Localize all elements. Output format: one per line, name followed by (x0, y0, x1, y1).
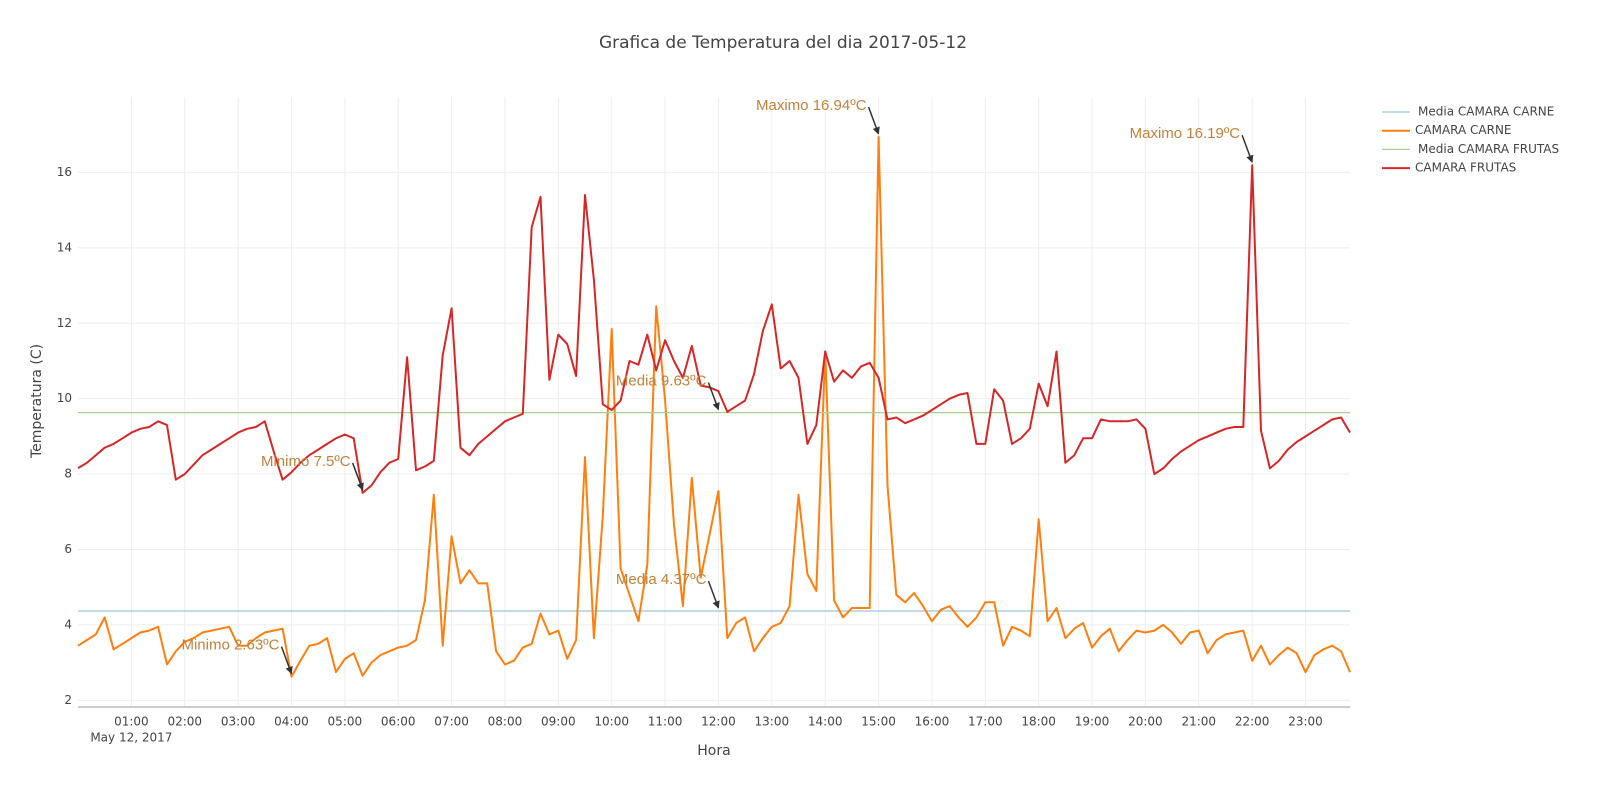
legend-label: Media CAMARA FRUTAS (1418, 142, 1559, 156)
x-tick-label: 22:00 (1235, 715, 1270, 729)
x-tick-label: 03:00 (221, 715, 256, 729)
x-tick-label: 23:00 (1288, 715, 1323, 729)
annotation-arrow (707, 580, 720, 609)
x-tick-label: 12:00 (701, 715, 736, 729)
y-tick-label: 8 (64, 467, 72, 481)
annotation-arrow (867, 106, 880, 135)
annotation-arrow (1241, 134, 1254, 163)
x-tick-label: 20:00 (1128, 715, 1163, 729)
data-line (77, 164, 1351, 494)
annotation-label: Minimo 2.63ºC (181, 637, 279, 654)
x-tick-label: 11:00 (648, 715, 683, 729)
x-tick-label: 14:00 (808, 715, 843, 729)
annotation-label: Maximo 16.19ºC (1130, 125, 1241, 142)
x-tick-label: 04:00 (274, 715, 309, 729)
annotation-arrow (707, 382, 720, 411)
x-tick-label: 05:00 (328, 715, 363, 729)
y-tick-label: 6 (64, 542, 72, 556)
annotation-label: Minimo 7.5ºC (261, 453, 351, 470)
annotation-arrow (280, 646, 293, 675)
y-axis-title: Temperatura (C) (29, 344, 45, 459)
annotation-label: Media 9.63ºC (616, 373, 707, 390)
x-axis-title: Hora (697, 743, 730, 759)
x-tick-label: 19:00 (1075, 715, 1110, 729)
x-tick-label: 09:00 (541, 715, 576, 729)
chart-title: Grafica de Temperatura del dia 2017-05-1… (599, 33, 967, 53)
x-tick-label: 16:00 (915, 715, 950, 729)
y-tick-label: 2 (64, 693, 72, 707)
x-tick-label: 08:00 (488, 715, 523, 729)
x-date-label: May 12, 2017 (90, 731, 172, 745)
legend-label: CAMARA CARNE (1415, 123, 1512, 137)
x-tick-label: 01:00 (114, 715, 149, 729)
annotation-arrow (351, 462, 364, 491)
x-tick-label: 02:00 (167, 715, 202, 729)
y-tick-label: 10 (57, 391, 72, 405)
x-tick-label: 10:00 (594, 715, 629, 729)
x-tick-label: 06:00 (381, 715, 416, 729)
x-tick-label: 18:00 (1021, 715, 1056, 729)
x-tick-label: 07:00 (434, 715, 469, 729)
x-tick-label: 15:00 (861, 715, 896, 729)
annotation-label: Media 4.37ºC (616, 571, 707, 588)
y-tick-label: 14 (57, 240, 72, 254)
x-tick-label: 13:00 (755, 715, 790, 729)
legend-label: Media CAMARA CARNE (1418, 105, 1554, 119)
x-tick-label: 21:00 (1181, 715, 1216, 729)
y-tick-label: 12 (57, 316, 72, 330)
legend-label: CAMARA FRUTAS (1415, 161, 1516, 175)
x-tick-label: 17:00 (968, 715, 1003, 729)
y-tick-label: 4 (64, 617, 72, 631)
y-tick-label: 16 (57, 165, 72, 179)
annotation-label: Maximo 16.94ºC (756, 97, 867, 114)
